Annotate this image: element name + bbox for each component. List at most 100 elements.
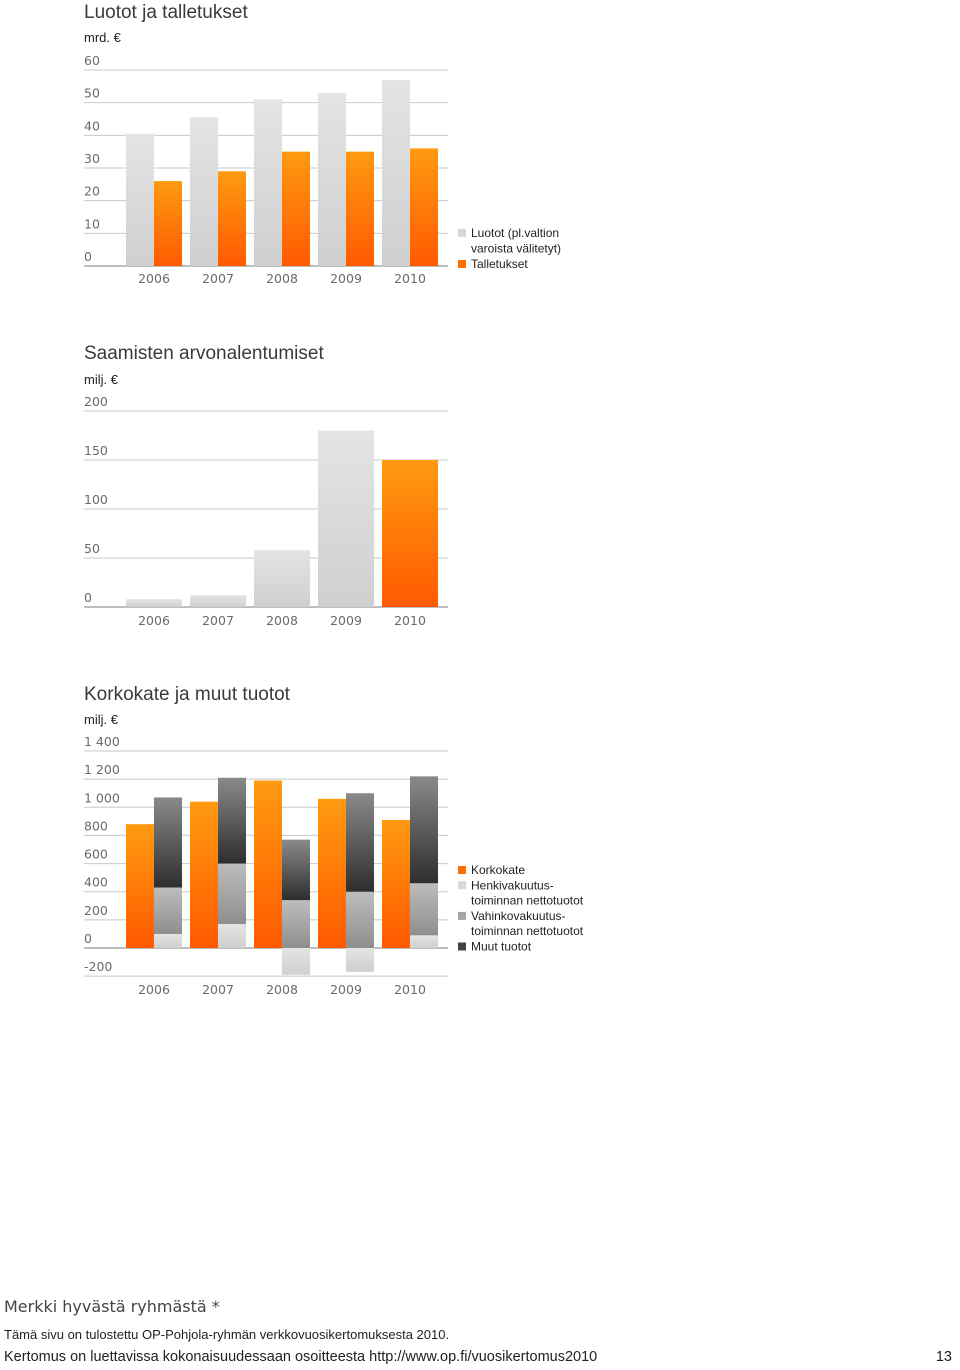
legend-label: Luotot (pl.valtion <box>471 226 559 240</box>
legend-label: toiminnan nettotuotot <box>471 924 584 938</box>
x-tick-label: 2007 <box>202 271 234 286</box>
legend-label: Korkokate <box>471 863 525 877</box>
y-tick-label: 40 <box>84 118 100 133</box>
bar-vahinkovakuutus <box>282 900 310 948</box>
bar <box>382 460 438 607</box>
x-tick-label: 2010 <box>394 613 426 628</box>
bar <box>126 599 182 607</box>
bar-korkokate <box>254 780 282 948</box>
bar-muut-tuotot <box>154 797 182 888</box>
y-tick-label: 0 <box>84 590 92 605</box>
chart-2-title: Saamisten arvonalentumiset <box>84 343 324 364</box>
legend-label: varoista välitetyt) <box>471 242 561 256</box>
bar <box>346 151 374 266</box>
chart-korkokate-muut-tuotot: Korkokate ja muut tuotot milj. € -200 0 20… <box>84 684 584 997</box>
bar <box>382 79 410 266</box>
y-tick-label: 600 <box>84 847 108 862</box>
footer-title: Merkki hyvästä ryhmästä * <box>4 1297 220 1316</box>
y-tick-label: 400 <box>84 875 108 890</box>
bar <box>154 181 182 266</box>
y-tick-label: 1 000 <box>84 790 120 805</box>
bar-henkivakuutus <box>410 935 438 948</box>
bar-muut-tuotot <box>218 777 246 864</box>
legend-label: Vahinkovakuutus- <box>471 909 566 923</box>
legend-label: Muut tuotot <box>471 940 532 954</box>
bar-henkivakuutus <box>154 933 182 948</box>
legend-swatch <box>458 260 466 268</box>
footer-url-note: Kertomus on luettavissa kokonaisuudessaa… <box>4 1349 598 1365</box>
bar <box>126 133 154 266</box>
y-tick-label: 200 <box>84 903 108 918</box>
x-tick-label: 2009 <box>330 613 362 628</box>
chart-3-unit: milj. € <box>84 712 119 727</box>
bar-korkokate <box>190 801 218 948</box>
footer-print-note: Tämä sivu on tulostettu OP-Pohjola-ryhmä… <box>4 1327 450 1342</box>
bar-vahinkovakuutus <box>410 883 438 936</box>
x-tick-label: 2010 <box>394 271 426 286</box>
x-tick-label: 2006 <box>138 613 170 628</box>
x-tick-label: 2007 <box>202 982 234 997</box>
legend-label: Henkivakuutus- <box>471 878 554 892</box>
chart-1-title: Luotot ja talletukset <box>84 2 248 23</box>
y-tick-label: 200 <box>84 394 108 409</box>
bar <box>318 92 346 266</box>
charts-canvas: Luotot ja talletukset mrd. € 0 10 20 30 40 50… <box>84 2 584 997</box>
legend-swatch <box>458 866 466 874</box>
bar-henkivakuutus <box>218 924 246 948</box>
legend-swatch <box>458 881 466 890</box>
bar-henkivakuutus <box>346 948 374 972</box>
bar <box>410 148 438 266</box>
x-tick-label: 2007 <box>202 613 234 628</box>
chart-1-x-axis: 2006 2007 2008 2009 2010 <box>138 271 426 286</box>
y-tick-label: 20 <box>84 184 100 199</box>
bar-muut-tuotot <box>346 793 374 892</box>
x-tick-label: 2010 <box>394 982 426 997</box>
chart-2-x-axis: 2006 2007 2008 2009 2010 <box>138 613 426 628</box>
x-tick-label: 2006 <box>138 982 170 997</box>
y-tick-label: 1 400 <box>84 734 120 749</box>
x-tick-label: 2008 <box>266 613 298 628</box>
page-number: 13 <box>935 1349 952 1365</box>
bar-vahinkovakuutus <box>218 863 246 925</box>
legend-label: toiminnan nettotuotot <box>471 894 584 908</box>
chart-luotot-talletukset: Luotot ja talletukset mrd. € 0 10 20 30 40 50… <box>84 2 561 286</box>
y-tick-label: 1 200 <box>84 762 120 777</box>
x-tick-label: 2008 <box>266 271 298 286</box>
bar-muut-tuotot <box>282 839 310 901</box>
bar-korkokate <box>382 819 410 948</box>
y-tick-label: -200 <box>84 959 112 974</box>
legend-swatch <box>458 229 466 237</box>
y-tick-label: 50 <box>84 86 100 101</box>
y-tick-label: 30 <box>84 151 100 166</box>
x-tick-label: 2008 <box>266 982 298 997</box>
x-tick-label: 2006 <box>138 271 170 286</box>
bar <box>282 151 310 266</box>
chart-3-x-axis: 2006 2007 2008 2009 2010 <box>138 982 426 997</box>
y-tick-label: 50 <box>84 541 100 556</box>
legend-swatch <box>458 911 466 920</box>
legend-label: Talletukset <box>471 257 528 271</box>
bar <box>254 99 282 267</box>
y-tick-label: 60 <box>84 53 100 68</box>
chart-1-unit: mrd. € <box>84 30 122 45</box>
bar-korkokate <box>318 798 346 948</box>
y-tick-label: 10 <box>84 216 100 231</box>
chart-1-legend: Luotot (pl.valtion varoista välitetyt)Tal… <box>458 226 561 271</box>
bar-muut-tuotot <box>410 776 438 884</box>
bar-korkokate <box>126 824 154 948</box>
y-tick-label: 150 <box>84 443 108 458</box>
bar <box>190 595 246 607</box>
x-tick-label: 2009 <box>330 271 362 286</box>
chart-saamisten-arvonalentumiset: Saamisten arvonalentumiset milj. € 0 50 10… <box>84 343 448 628</box>
y-tick-label: 0 <box>84 931 92 946</box>
bar-vahinkovakuutus <box>346 891 374 948</box>
y-tick-label: 0 <box>84 249 92 264</box>
chart-2-bars <box>126 430 438 607</box>
chart-3-bars <box>126 776 438 975</box>
bar <box>190 117 218 266</box>
chart-2-unit: milj. € <box>84 372 119 387</box>
bar <box>318 430 374 607</box>
y-tick-label: 800 <box>84 818 108 833</box>
legend-swatch <box>458 942 466 951</box>
